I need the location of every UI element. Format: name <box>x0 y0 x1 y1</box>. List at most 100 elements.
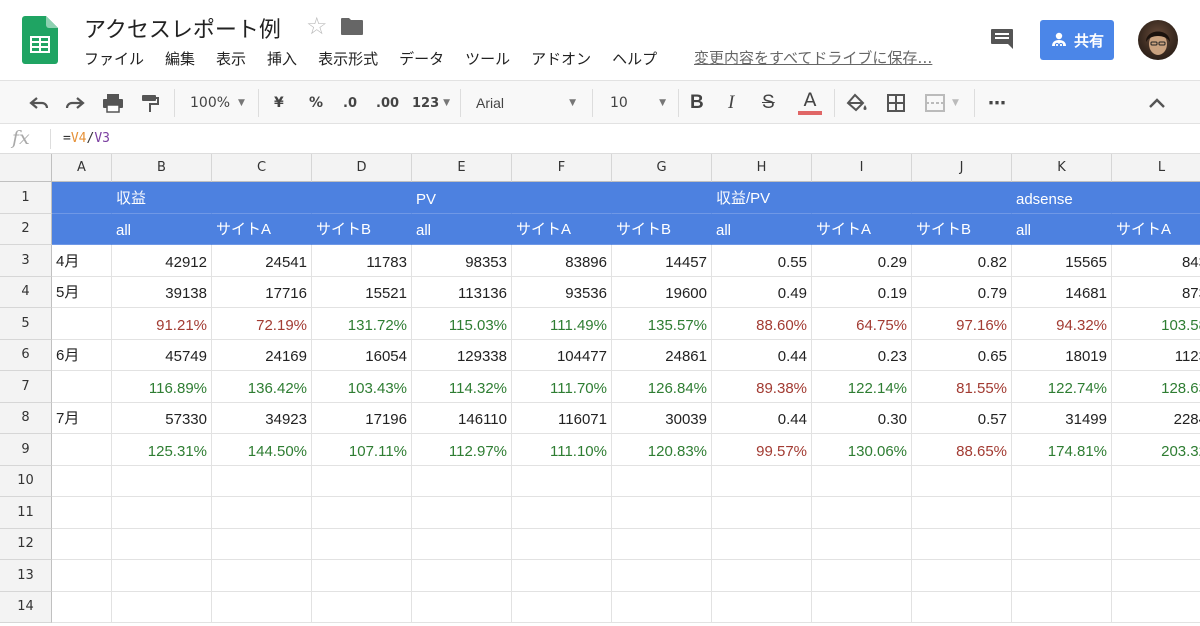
undo-button[interactable] <box>28 81 50 125</box>
header-cell[interactable]: サイトA <box>212 213 312 245</box>
empty-cell[interactable] <box>212 528 312 560</box>
formula-input[interactable]: =V4/V3 <box>63 131 110 146</box>
header-cell[interactable] <box>52 182 112 214</box>
column-header-a[interactable]: A <box>52 154 112 182</box>
data-cell[interactable]: 130.06% <box>812 434 912 466</box>
data-cell[interactable]: 131.72% <box>312 308 412 340</box>
data-cell[interactable]: 114.32% <box>412 371 512 403</box>
more-options-button[interactable]: ⋯ <box>988 92 1006 114</box>
data-cell[interactable]: 135.57% <box>612 308 712 340</box>
data-cell[interactable]: 42912 <box>112 245 212 277</box>
menu-view[interactable]: 表示 <box>216 50 247 68</box>
data-cell[interactable]: 0.29 <box>812 245 912 277</box>
data-cell[interactable]: 24861 <box>612 339 712 371</box>
column-header-d[interactable]: D <box>312 154 412 182</box>
column-header-c[interactable]: C <box>212 154 312 182</box>
header-cell[interactable]: all <box>112 213 212 245</box>
row-header-3[interactable]: 3 <box>0 245 52 277</box>
data-cell[interactable]: 0.49 <box>712 276 812 308</box>
empty-cell[interactable] <box>1112 529 1200 560</box>
column-header-j[interactable]: J <box>912 154 1012 182</box>
empty-cell[interactable] <box>412 560 512 592</box>
header-cell[interactable] <box>912 182 1012 214</box>
data-cell[interactable]: 203.32 <box>1112 434 1200 466</box>
header-cell[interactable]: サイトB <box>912 213 1012 245</box>
column-header-h[interactable]: H <box>712 154 812 182</box>
data-cell[interactable]: 120.83% <box>612 434 712 466</box>
fill-color-button[interactable] <box>846 81 868 125</box>
column-header-l[interactable]: L <box>1112 154 1200 182</box>
font-size-select[interactable]: 10 ▼ <box>610 81 666 125</box>
menu-file[interactable]: ファイル <box>84 50 145 68</box>
data-cell[interactable]: 34923 <box>212 402 312 434</box>
data-cell[interactable]: 14457 <box>612 245 712 277</box>
decrease-decimal-button[interactable]: .0 <box>343 95 357 111</box>
empty-cell[interactable] <box>812 465 912 497</box>
header-cell[interactable] <box>612 182 712 214</box>
empty-cell[interactable] <box>812 528 912 560</box>
column-header-b[interactable]: B <box>112 154 212 182</box>
empty-cell[interactable] <box>612 591 712 623</box>
row-header-9[interactable]: 9 <box>0 434 52 466</box>
empty-cell[interactable] <box>112 497 212 529</box>
data-cell[interactable]: 136.42% <box>212 371 312 403</box>
column-header-k[interactable]: K <box>1012 154 1112 182</box>
empty-cell[interactable] <box>1012 560 1112 592</box>
empty-cell[interactable] <box>112 560 212 592</box>
empty-cell[interactable] <box>1012 528 1112 560</box>
data-cell[interactable]: 97.16% <box>912 308 1012 340</box>
empty-cell[interactable] <box>52 497 112 529</box>
row-header-11[interactable]: 11 <box>0 497 52 529</box>
data-cell[interactable]: 15521 <box>312 276 412 308</box>
data-cell[interactable]: 17716 <box>212 276 312 308</box>
comment-icon[interactable] <box>990 28 1014 50</box>
empty-cell[interactable] <box>612 465 712 497</box>
row-header-4[interactable]: 4 <box>0 276 52 308</box>
row-header-14[interactable]: 14 <box>0 591 52 623</box>
header-cell[interactable] <box>52 213 112 245</box>
document-title[interactable]: アクセスレポート例 <box>84 18 281 43</box>
data-cell[interactable]: 14681 <box>1012 276 1112 308</box>
print-button[interactable] <box>102 81 124 125</box>
row-label-cell[interactable] <box>52 371 112 403</box>
more-formats-button[interactable]: 123 ▼ <box>412 81 450 125</box>
empty-cell[interactable] <box>612 497 712 529</box>
row-header-6[interactable]: 6 <box>0 339 52 371</box>
data-cell[interactable]: 83896 <box>512 245 612 277</box>
header-cell[interactable]: サイトA <box>812 213 912 245</box>
header-cell[interactable]: サイトB <box>312 213 412 245</box>
data-cell[interactable]: 45749 <box>112 339 212 371</box>
percent-format-button[interactable]: % <box>309 95 324 111</box>
empty-cell[interactable] <box>512 591 612 623</box>
menu-help[interactable]: ヘルプ <box>612 50 658 68</box>
empty-cell[interactable] <box>52 528 112 560</box>
data-cell[interactable]: 122.74% <box>1012 371 1112 403</box>
data-cell[interactable]: 15565 <box>1012 245 1112 277</box>
data-cell[interactable]: 0.82 <box>912 245 1012 277</box>
font-family-select[interactable]: Arial ▼ <box>476 81 576 125</box>
data-cell[interactable]: 94.32% <box>1012 308 1112 340</box>
data-cell[interactable]: 19600 <box>612 276 712 308</box>
header-cell[interactable] <box>812 182 912 214</box>
menu-edit[interactable]: 編集 <box>165 50 196 68</box>
empty-cell[interactable] <box>912 560 1012 592</box>
currency-format-button[interactable]: ¥ <box>274 95 284 111</box>
empty-cell[interactable] <box>812 591 912 623</box>
data-cell[interactable]: 1123 <box>1112 340 1200 371</box>
menu-data[interactable]: データ <box>399 50 445 68</box>
row-header-12[interactable]: 12 <box>0 528 52 560</box>
data-cell[interactable]: 129338 <box>412 339 512 371</box>
row-label-cell[interactable]: 4月 <box>52 245 112 277</box>
empty-cell[interactable] <box>1112 592 1200 623</box>
data-cell[interactable]: 115.03% <box>412 308 512 340</box>
row-header-1[interactable]: 1 <box>0 182 52 214</box>
row-label-cell[interactable]: 7月 <box>52 402 112 434</box>
header-cell[interactable]: all <box>712 213 812 245</box>
text-color-button[interactable]: A <box>798 81 822 125</box>
header-cell[interactable]: 収益/PV <box>712 182 812 214</box>
data-cell[interactable]: 843 <box>1112 245 1200 277</box>
star-icon[interactable]: ☆ <box>306 12 328 40</box>
data-cell[interactable]: 0.44 <box>712 402 812 434</box>
header-cell[interactable]: all <box>412 213 512 245</box>
empty-cell[interactable] <box>512 560 612 592</box>
